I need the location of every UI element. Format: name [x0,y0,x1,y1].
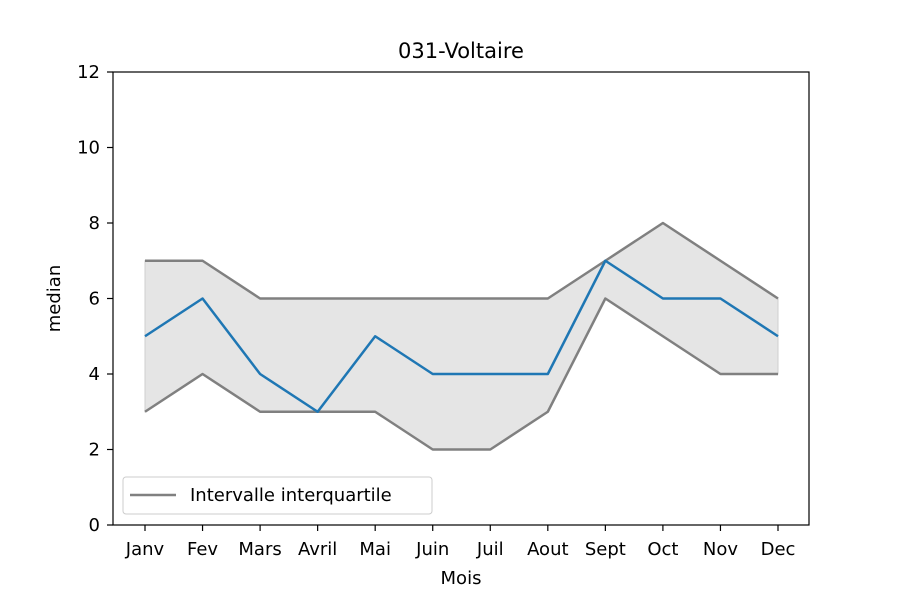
legend: Intervalle interquartile [122,476,433,515]
y-tick-label: 2 [89,440,100,461]
y-tick-label: 10 [77,138,100,159]
legend-label: Intervalle interquartile [190,485,392,506]
x-tick-label: Sept [585,539,626,560]
x-tick-label: Janv [125,539,165,560]
x-tick-label: Juil [476,539,504,560]
x-tick-label: Mars [238,539,281,560]
x-tick-label: Avril [298,539,337,560]
y-axis-label: median [44,265,65,332]
x-tick-label: Aout [527,539,568,560]
series-line-median [144,259,779,413]
series-line-q3 [145,221,779,300]
x-tick-label: Dec [761,539,796,560]
legend-box [122,476,433,515]
y-tick-label: 8 [89,213,100,234]
series-line-q1 [144,297,778,451]
y-tick-label: 12 [77,62,100,83]
x-tick-label: Mai [359,539,391,560]
y-tick-label: 4 [89,364,100,385]
x-axis-label: Mois [441,568,482,589]
chart-title: 031-Voltaire [398,39,524,63]
x-tick-label: Fev [187,539,218,560]
x-tick-label: Juin [415,539,449,560]
y-tick-label: 6 [89,289,100,310]
x-tick-label: Nov [703,539,738,560]
y-tick-label: 0 [89,515,100,536]
x-tick-label: Oct [647,539,678,560]
interquartile-band [144,222,779,450]
